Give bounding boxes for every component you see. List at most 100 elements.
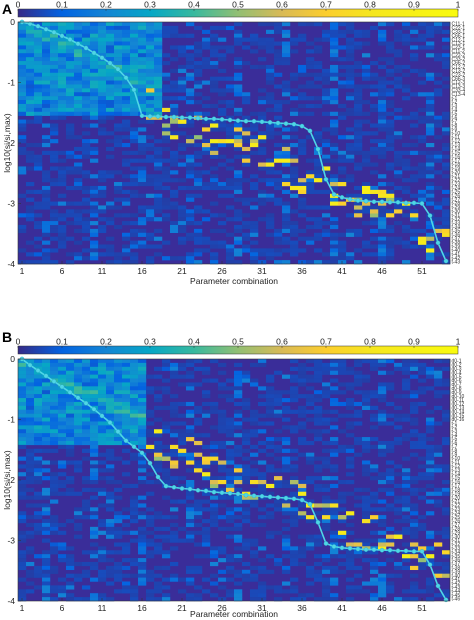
singular-value-point: [227, 490, 233, 496]
heatmap-cell: [306, 84, 315, 89]
heatmap-cell: [378, 88, 387, 93]
heatmap-cell: [378, 577, 387, 582]
heatmap-cell: [250, 248, 259, 253]
heatmap-cell: [210, 507, 219, 512]
heatmap-cell: [58, 554, 67, 559]
heatmap-cell: [194, 522, 203, 528]
heatmap-cell: [82, 515, 91, 520]
heatmap-cell: [178, 382, 187, 387]
heatmap-cell: [290, 88, 299, 93]
row-label: t-35: [452, 554, 461, 560]
heatmap-cell: [322, 499, 331, 504]
heatmap-cell: [138, 64, 147, 70]
heatmap-cell: [122, 33, 131, 38]
heatmap-cell: [210, 37, 219, 42]
heatmap-cell-high: [434, 228, 443, 234]
x-axis-label-b: Parameter combination: [190, 609, 278, 619]
heatmap-cell: [378, 413, 387, 418]
heatmap-cell: [42, 64, 51, 70]
heatmap-cell-high: [362, 519, 371, 524]
singular-value-point: [299, 497, 305, 503]
heatmap-cell: [346, 228, 355, 234]
heatmap-cell: [138, 107, 147, 113]
heatmap-cell: [98, 452, 107, 457]
heatmap-cell: [178, 146, 187, 152]
heatmap-cell: [114, 433, 123, 438]
heatmap-cell: [34, 100, 43, 105]
heatmap-cell: [66, 22, 75, 27]
heatmap-cell: [114, 565, 123, 571]
heatmap-cell: [266, 511, 275, 516]
heatmap-cell: [442, 197, 451, 202]
heatmap-cell: [146, 491, 155, 496]
heatmap-cell: [402, 359, 411, 364]
heatmap-cell: [130, 49, 139, 54]
x-tick-label: 51: [417, 603, 427, 613]
heatmap-cell: [170, 189, 179, 194]
heatmap-cell: [330, 240, 339, 245]
heatmap-cell: [386, 585, 395, 590]
heatmap-cell: [58, 64, 67, 70]
heatmap-cell: [234, 495, 243, 500]
heatmap-cell: [330, 29, 339, 34]
singular-value-point: [275, 120, 281, 126]
heatmap-cell: [258, 448, 267, 453]
heatmap-cell: [138, 29, 147, 34]
row-label: C12-1: [452, 37, 466, 43]
heatmap-cell: [162, 421, 171, 426]
heatmap-cell: [178, 221, 187, 226]
heatmap-cell: [418, 476, 427, 481]
heatmap-cell: [130, 103, 139, 109]
heatmap-cell: [42, 511, 51, 516]
heatmap-cell: [346, 433, 355, 438]
heatmap-cell: [138, 205, 147, 210]
heatmap-cell: [50, 80, 59, 85]
heatmap-cell: [410, 507, 419, 512]
heatmap-cell: [178, 452, 187, 457]
heatmap-cell: [186, 597, 195, 602]
heatmap-cell: [194, 503, 203, 508]
heatmap-cell: [322, 143, 331, 148]
heatmap-cell: [146, 61, 155, 66]
row-label: t-5: [452, 111, 458, 117]
heatmap-cell: [346, 522, 355, 528]
heatmap-cell: [370, 390, 379, 395]
heatmap-cell: [322, 476, 331, 481]
heatmap-cell: [234, 452, 243, 457]
heatmap-cell: [242, 405, 251, 410]
heatmap-cell: [146, 515, 155, 520]
heatmap-cell: [386, 182, 395, 187]
heatmap-cell: [122, 398, 131, 403]
heatmap-cell: [82, 88, 91, 93]
heatmap-cell: [386, 382, 395, 387]
heatmap-cell: [234, 597, 243, 602]
heatmap-cell: [226, 386, 235, 391]
heatmap-cell: [114, 197, 123, 202]
heatmap-cell: [154, 417, 163, 422]
heatmap-cell-high: [202, 456, 211, 461]
heatmap-cell: [138, 170, 147, 175]
heatmap-cell: [298, 139, 307, 144]
heatmap-cell: [394, 107, 403, 113]
heatmap-cell: [34, 526, 43, 531]
heatmap-cell: [26, 197, 35, 202]
heatmap-cell: [418, 440, 427, 446]
heatmap-cell: [418, 68, 427, 73]
heatmap-cell: [266, 394, 275, 399]
heatmap-cell: [74, 398, 83, 403]
heatmap-cell: [378, 487, 387, 492]
heatmap-cell: [74, 37, 83, 42]
heatmap-cell: [122, 22, 131, 27]
heatmap-cell: [162, 495, 171, 500]
heatmap-cell: [186, 209, 195, 214]
heatmap-cell: [346, 127, 355, 132]
heatmap-cell: [82, 366, 91, 371]
heatmap-cell: [378, 472, 387, 477]
heatmap-cell: [282, 33, 291, 38]
row-label: d0-14: [452, 409, 465, 415]
heatmap-cell: [362, 119, 371, 124]
heatmap-cell: [138, 221, 147, 226]
heatmap-cell: [298, 84, 307, 89]
row-label: t-37: [452, 236, 461, 242]
heatmap-cell: [106, 139, 115, 144]
